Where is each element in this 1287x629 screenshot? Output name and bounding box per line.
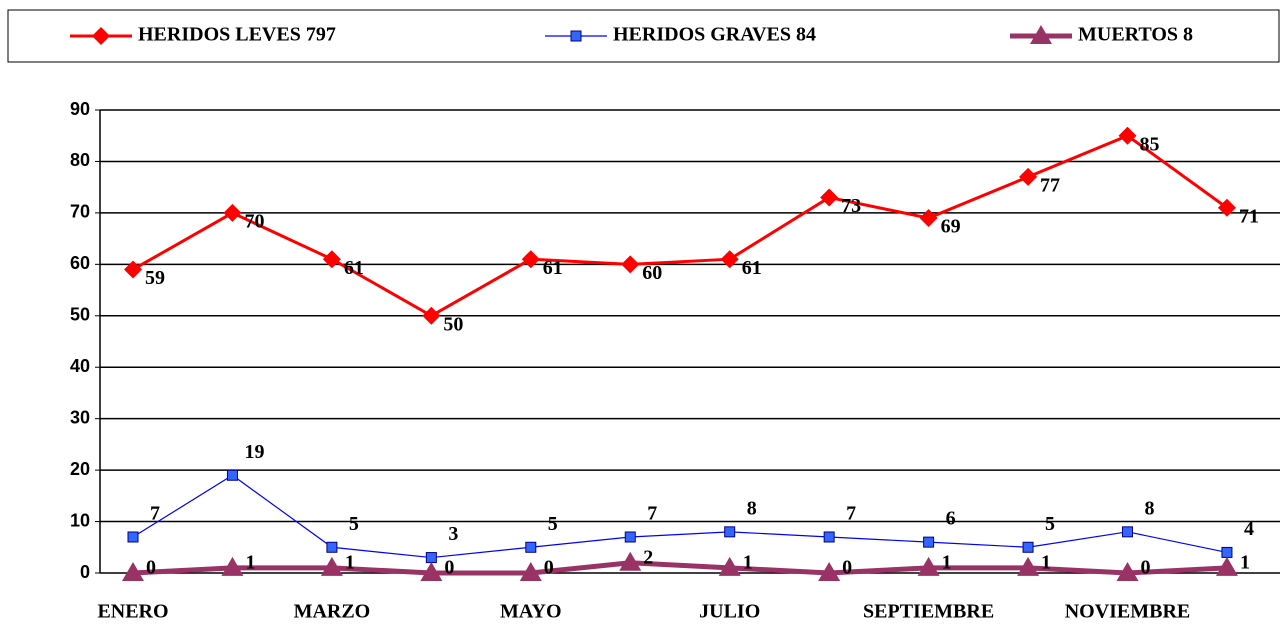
data-label: 71 xyxy=(1239,205,1259,227)
data-label: 61 xyxy=(543,257,563,279)
data-label: 0 xyxy=(146,557,156,579)
data-label: 61 xyxy=(742,257,762,279)
legend-label: MUERTOS 8 xyxy=(1078,24,1193,46)
data-label: 85 xyxy=(1140,133,1160,155)
square-marker xyxy=(1122,526,1133,538)
data-label: 4 xyxy=(1244,518,1254,540)
data-label: 70 xyxy=(244,210,264,232)
x-tick-label: NOVIEMBRE xyxy=(1065,601,1191,623)
data-label: 1 xyxy=(345,551,355,573)
y-tick-label: 10 xyxy=(70,510,90,530)
square-marker xyxy=(127,531,139,543)
y-tick-label: 40 xyxy=(70,356,90,376)
series-line xyxy=(132,474,1228,559)
legend-label: HERIDOS GRAVES 84 xyxy=(613,24,816,46)
data-label: 60 xyxy=(642,262,662,284)
data-label: 1 xyxy=(1041,551,1051,573)
y-tick-label: 60 xyxy=(70,253,90,273)
x-tick-label: SEPTIEMBRE xyxy=(863,601,994,623)
x-tick-label: MARZO xyxy=(294,601,371,623)
diamond-marker xyxy=(1217,198,1236,217)
data-label: 77 xyxy=(1040,174,1060,196)
data-label: 7 xyxy=(846,503,856,525)
diamond-marker xyxy=(92,27,110,45)
square-marker xyxy=(1022,541,1034,553)
series-line xyxy=(132,134,1228,318)
triangle-marker xyxy=(1215,556,1238,576)
data-label: 61 xyxy=(344,257,364,279)
triangle-marker xyxy=(619,551,642,571)
data-label: 19 xyxy=(244,441,264,463)
data-label: 0 xyxy=(544,557,554,579)
triangle-marker xyxy=(1116,562,1139,581)
square-marker xyxy=(823,531,835,543)
square-marker xyxy=(724,526,736,538)
y-tick-label: 90 xyxy=(70,99,90,119)
data-label: 50 xyxy=(443,313,463,335)
triangle-marker xyxy=(122,562,144,581)
diamond-marker xyxy=(322,250,341,269)
square-marker xyxy=(525,541,537,553)
data-label: 1 xyxy=(942,551,952,573)
triangle-marker xyxy=(420,562,443,581)
square-marker xyxy=(923,536,935,548)
diamond-marker xyxy=(820,188,839,207)
data-label: 3 xyxy=(448,523,458,545)
data-label: 0 xyxy=(1141,557,1151,579)
data-label: 2 xyxy=(643,546,653,568)
diamond-marker xyxy=(124,260,142,279)
y-tick-label: 80 xyxy=(70,150,90,170)
data-label: 5 xyxy=(1045,513,1055,535)
diamond-marker xyxy=(919,209,938,228)
diamond-marker xyxy=(621,255,640,274)
x-tick-label: JULIO xyxy=(699,601,760,623)
triangle-marker xyxy=(221,556,244,576)
square-marker xyxy=(1221,546,1233,558)
diamond-marker xyxy=(422,306,441,325)
y-tick-label: 0 xyxy=(80,562,90,582)
diamond-marker xyxy=(223,203,242,222)
data-label: 73 xyxy=(841,195,861,217)
diamond-marker xyxy=(521,250,540,269)
data-label: 1 xyxy=(743,551,753,573)
triangle-marker xyxy=(519,562,542,581)
x-tick-label: MAYO xyxy=(500,601,561,623)
data-label: 1 xyxy=(245,551,255,573)
x-tick-label: ENERO xyxy=(97,601,168,623)
triangle-marker xyxy=(718,556,741,576)
legend-label: HERIDOS LEVES 797 xyxy=(138,24,336,46)
square-marker xyxy=(226,469,238,481)
data-label: 7 xyxy=(150,503,160,525)
triangle-marker xyxy=(320,556,343,576)
triangle-marker xyxy=(1030,25,1052,44)
square-marker xyxy=(326,541,338,553)
data-label: 5 xyxy=(349,513,359,535)
square-marker xyxy=(425,552,437,564)
triangle-marker xyxy=(818,562,841,581)
triangle-marker xyxy=(917,556,940,576)
data-label: 0 xyxy=(842,557,852,579)
data-label: 7 xyxy=(647,503,657,525)
y-tick-label: 70 xyxy=(70,202,90,222)
data-label: 8 xyxy=(1145,497,1155,519)
series-line xyxy=(132,560,1228,576)
diamond-marker xyxy=(1019,167,1038,186)
data-label: 0 xyxy=(444,557,454,579)
data-label: 5 xyxy=(548,513,558,535)
data-label: 59 xyxy=(145,267,165,289)
diamond-marker xyxy=(720,250,739,269)
square-marker xyxy=(570,30,582,42)
data-label: 6 xyxy=(946,508,956,530)
diamond-marker xyxy=(1118,126,1137,145)
y-tick-label: 50 xyxy=(70,305,90,325)
y-tick-label: 30 xyxy=(70,407,90,427)
square-marker xyxy=(624,531,636,543)
data-label: 8 xyxy=(747,497,757,519)
triangle-marker xyxy=(1017,556,1040,576)
data-label: 1 xyxy=(1240,551,1250,573)
y-tick-label: 20 xyxy=(70,459,90,479)
data-label: 69 xyxy=(941,216,961,238)
